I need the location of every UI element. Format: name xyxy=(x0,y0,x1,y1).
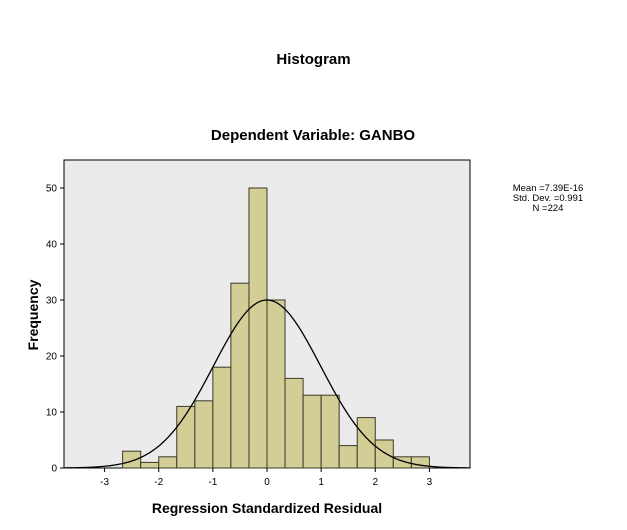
x-axis-label: Regression Standardized Residual xyxy=(152,500,382,516)
x-tick-label: -3 xyxy=(100,477,109,488)
histogram-bar-2 xyxy=(140,461,160,469)
x-tick-label: 2 xyxy=(372,477,378,488)
histogram-bar-13 xyxy=(338,445,358,469)
normal-curve xyxy=(63,299,471,469)
histogram-bar-6 xyxy=(212,366,232,469)
x-tick-label: 3 xyxy=(427,477,433,488)
y-tick-label: 0 xyxy=(51,464,57,475)
x-tick-label: 1 xyxy=(318,477,324,488)
x-tick-label: -2 xyxy=(154,477,163,488)
histogram-bars xyxy=(122,187,430,469)
stats-legend: Mean =7.39E-16 Std. Dev. =0.991 N =224 xyxy=(493,184,603,214)
y-tick-label: 10 xyxy=(46,408,58,419)
page-title: Histogram xyxy=(276,51,351,68)
chart-title: Dependent Variable: GANBO xyxy=(211,127,416,144)
histogram-bar-3 xyxy=(158,456,178,469)
histogram-bar-5 xyxy=(194,400,214,469)
stats-std-dev: Std. Dev. =0.991 xyxy=(512,193,584,204)
x-tick-label: 0 xyxy=(264,477,270,488)
axes: 0 10 20 30 40 50 -3 -2 -1 0 1 2 3 xyxy=(46,184,433,489)
histogram-bar-15 xyxy=(374,439,394,469)
y-tick-label: 50 xyxy=(46,184,58,195)
histogram-bar-12 xyxy=(320,394,340,469)
histogram-bar-9 xyxy=(266,299,286,469)
y-tick-label: 40 xyxy=(46,240,58,251)
y-tick-label: 30 xyxy=(46,296,58,307)
histogram-bar-17 xyxy=(410,456,430,469)
histogram-bar-11 xyxy=(302,394,322,469)
y-tick-label: 20 xyxy=(46,352,58,363)
histogram-bar-14 xyxy=(356,417,376,469)
x-tick-label: -1 xyxy=(208,477,217,488)
stats-mean: Mean =7.39E-16 xyxy=(512,183,584,194)
histogram-bar-7 xyxy=(230,282,250,469)
y-axis-label: Frequency xyxy=(25,279,41,350)
histogram-bar-1 xyxy=(122,450,142,469)
histogram-bar-10 xyxy=(284,377,304,469)
histogram-bar-8 xyxy=(248,187,268,469)
stats-n: N =224 xyxy=(532,203,564,214)
